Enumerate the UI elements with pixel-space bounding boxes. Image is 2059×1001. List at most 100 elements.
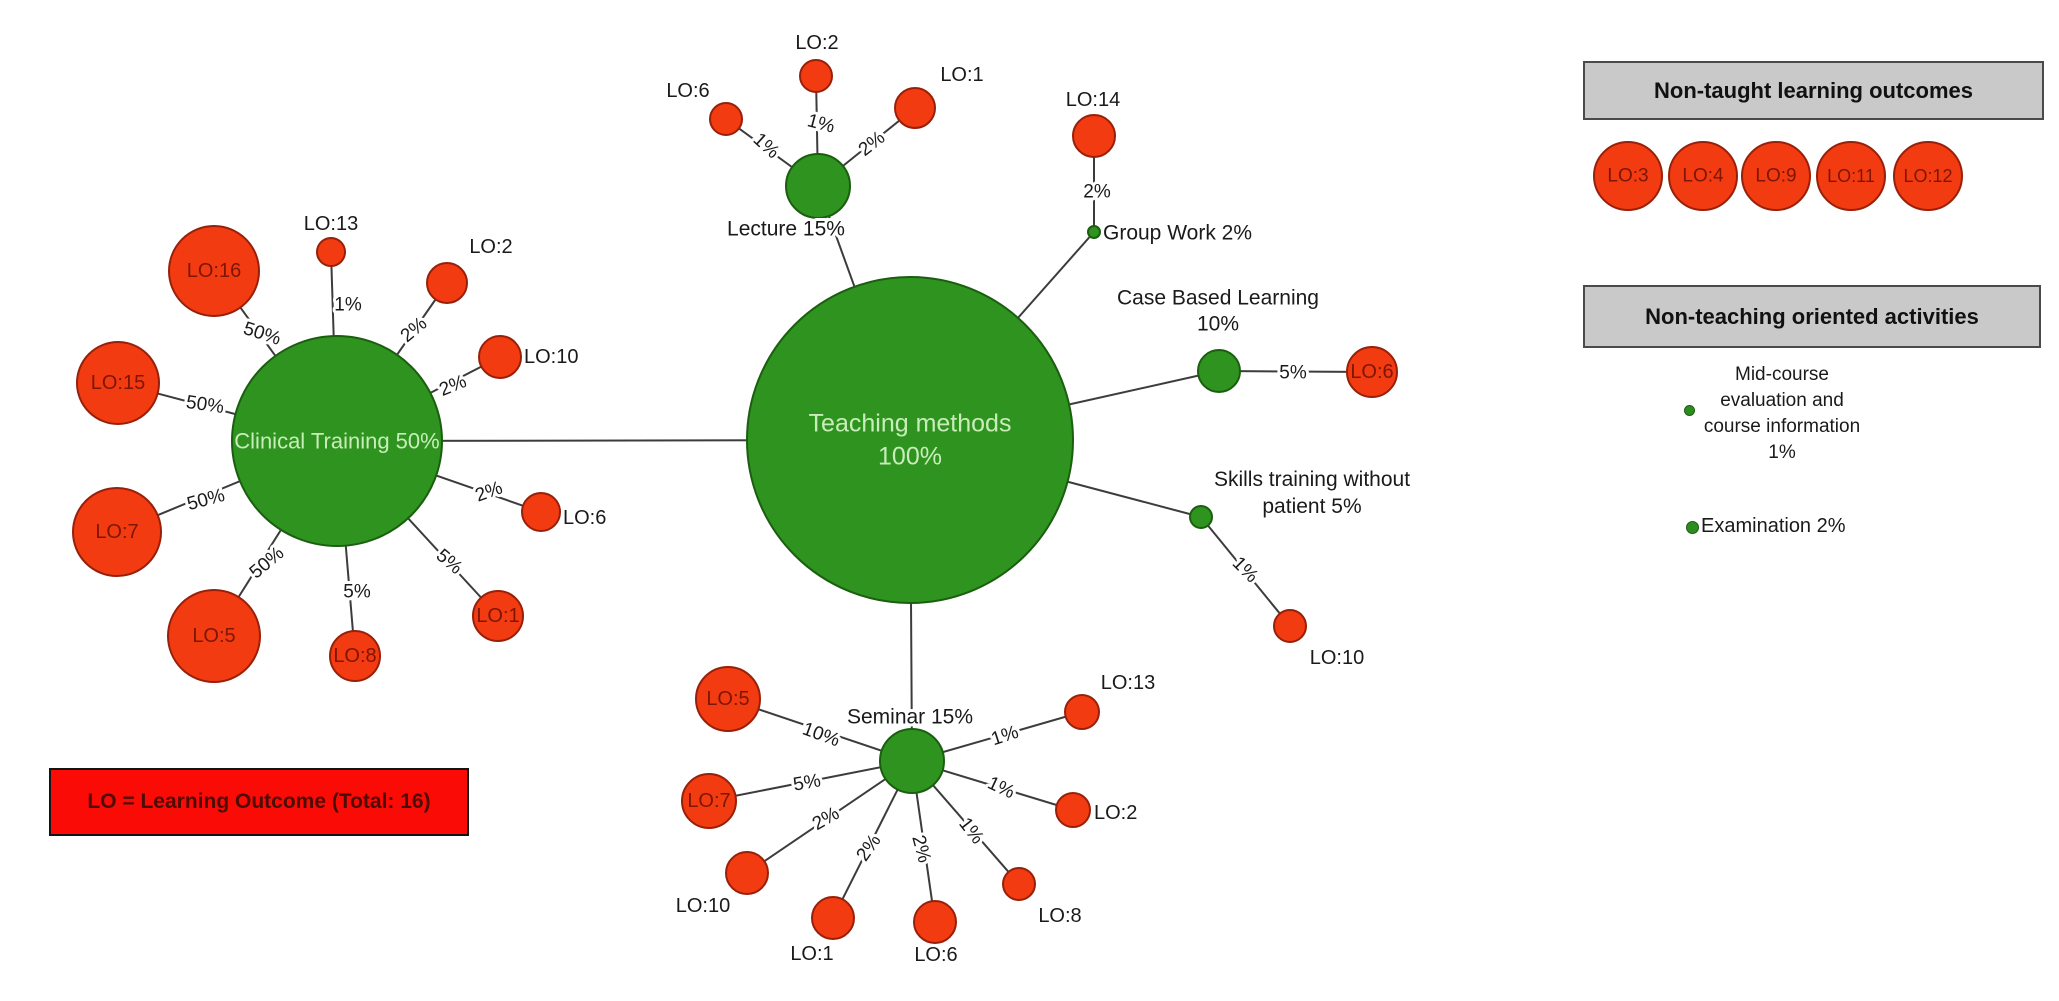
midcourse-item: Mid-course evaluation and course informa… [1642,362,1922,466]
lo-label: LO:6 [914,944,957,966]
midcourse-line: Mid-course [1735,364,1829,385]
legend-box: LO = Learning Outcome (Total: 16) [49,768,469,836]
lo-label: LO:14 [1066,89,1120,111]
lo-label: LO:11 [1827,166,1875,186]
lo-label: LO:10 [524,346,578,368]
method-node-case-based-learning [1197,349,1241,393]
midcourse-line: course information [1703,416,1861,437]
method-node-seminar [879,728,945,794]
method-label-skills-training-without-patient: Skills training without [1214,468,1410,491]
lo-label: LO:10 [676,895,730,917]
lo-node [1273,609,1307,643]
lo-label: LO:1 [790,943,833,965]
lo-node [1055,792,1091,828]
lo-label: LO:1 [940,64,983,86]
lo-label: LO:13 [304,213,358,235]
lo-node [521,492,561,532]
lo-label: LO:2 [1094,802,1137,824]
edge-weight-label: 5% [343,582,371,603]
lo-node [913,900,957,944]
lo-label: LO:4 [1682,166,1724,187]
lo-node [72,487,162,577]
method-label-lecture: Lecture 15% [727,218,845,241]
non-teaching-header-label: Non-teaching oriented activities [1645,303,1979,329]
edge-weight-label: 2% [809,803,843,835]
lo-label: LO:13 [1101,672,1155,694]
lo-label: LO:1 [476,605,519,627]
edge-line [708,760,913,802]
lo-node [725,851,769,895]
edge-weight-label: 1% [805,110,837,137]
lo-node [167,589,261,683]
lo-node [709,102,743,136]
lo-label: LO:6 [563,507,606,529]
method-label-teaching-methods: 100% [878,443,942,471]
method-label-group-work: Group Work 2% [1103,222,1252,245]
edge-weight-label: 10% [800,719,843,752]
lo-node [894,87,936,129]
edge-weight-label: 5% [792,770,823,795]
lo-node [811,896,855,940]
examination-item: Examination 2% [1701,515,1846,537]
edge-weight-label: 1% [334,295,362,316]
method-label-case-based-learning: Case Based Learning [1117,287,1319,310]
lo-node [1893,141,1963,211]
lo-node [1346,346,1398,398]
method-label-seminar: Seminar 15% [847,706,973,729]
edge-weight-label: 50% [185,392,226,418]
lo-node [478,335,522,379]
lo-node [695,666,761,732]
lo-label: LO:9 [1755,166,1796,187]
non-taught-header: Non-taught learning outcomes [1583,61,2044,120]
edge-weight-label: 2% [853,831,886,866]
method-node-teaching-methods [746,276,1074,604]
lo-label: LO:10 [1310,647,1364,669]
lo-node [316,237,346,267]
method-label-case-based-learning: 10% [1197,313,1239,336]
edge-line [1200,516,1291,627]
lo-node [472,590,524,642]
lo-label: LO:7 [687,790,730,812]
edge-weight-label: 2% [397,313,432,347]
method-node-lecture [785,153,851,219]
lo-label: LO:2 [469,236,512,258]
edge-weight-label: 1% [984,773,1018,804]
lo-label: LO:12 [1903,166,1952,186]
lo-node [1072,114,1116,158]
lo-label: LO:5 [192,625,235,647]
method-node-skills-training-without-patient [1189,505,1213,529]
edge-weight-label: 2% [1083,182,1111,203]
lo-node [1593,141,1663,211]
method-node-group-work [1087,225,1101,239]
lo-node [799,59,833,93]
examination-dot-icon [1686,521,1699,534]
lo-node [681,773,737,829]
edge-weight-label: 50% [241,318,284,350]
lo-node [426,262,468,304]
edge-weight-label: 50% [185,485,227,515]
method-label-teaching-methods: Teaching methods [809,410,1012,438]
lo-label: LO:16 [187,260,241,282]
method-label-skills-training-without-patient: patient 5% [1262,495,1361,518]
edge-line [746,760,913,874]
non-taught-header-label: Non-taught learning outcomes [1654,77,1973,103]
lo-node [1741,141,1811,211]
lo-node [1668,141,1738,211]
lo-label: LO:2 [795,32,838,54]
midcourse-dot-icon [1684,405,1695,416]
method-node-clinical-training [231,335,443,547]
lo-node [76,341,160,425]
lo-label: LO:7 [95,521,138,543]
edge-weight-label: 1% [989,722,1022,750]
edge-weight-label: 5% [1279,363,1307,384]
lo-label: LO:8 [1038,905,1081,927]
edge-weight-label: 1% [1228,553,1262,587]
lo-label: LO:8 [333,645,376,667]
lo-node [1064,694,1100,730]
edge-weight-label: 2% [473,477,506,506]
legend-label: LO = Learning Outcome (Total: 16) [87,790,431,813]
non-teaching-header: Non-teaching oriented activities [1583,285,2041,348]
lo-node [1002,867,1036,901]
